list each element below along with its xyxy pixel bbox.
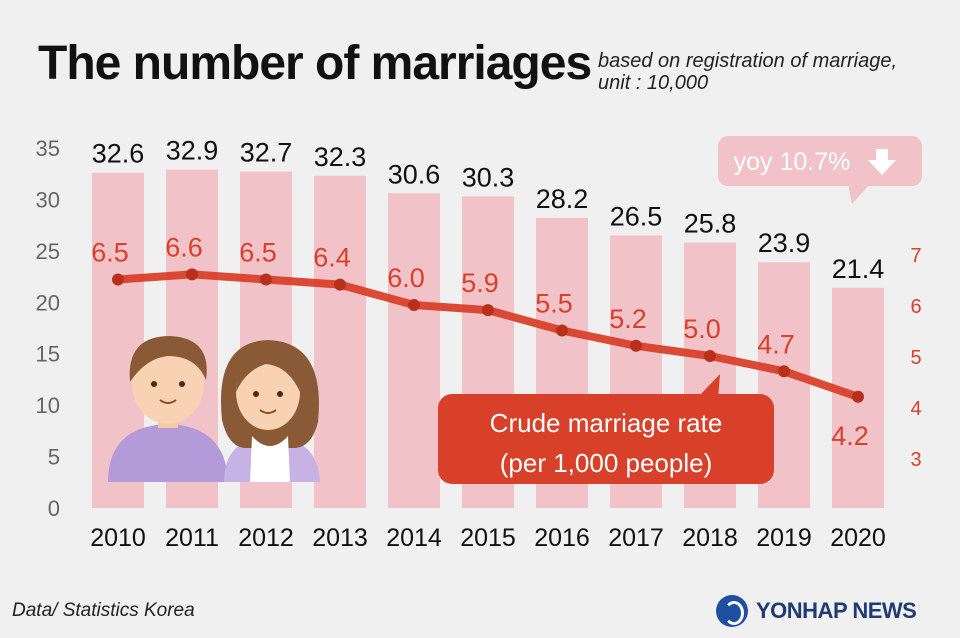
- x-tick-label-2010: 2010: [90, 524, 146, 552]
- rate-point-2015: [482, 304, 494, 317]
- woman-fringe: [236, 352, 300, 392]
- rate-value-label-2019: 4.7: [757, 329, 795, 359]
- rate-value-label-2017: 5.2: [609, 304, 647, 334]
- rate-point-2019: [778, 365, 790, 378]
- bar-value-label-2016: 28.2: [536, 184, 589, 214]
- yoy-callout-text: yoy 10.7%: [734, 148, 851, 176]
- bar-value-label-2017: 26.5: [610, 201, 663, 231]
- rate-point-2011: [186, 268, 198, 281]
- rate-value-label-2010: 6.5: [91, 238, 129, 268]
- rate-point-2018: [704, 350, 716, 362]
- rate-point-2016: [556, 324, 568, 337]
- y-tick-label: 35: [36, 136, 60, 161]
- brand-name: YONHAP NEWS: [756, 598, 917, 623]
- rate-point-2020: [852, 390, 864, 403]
- x-tick-label-2018: 2018: [682, 524, 738, 552]
- brand-logo-block: YONHAP NEWS: [716, 594, 917, 628]
- y-tick-label: 5: [48, 445, 60, 470]
- rate-box-line-1: Crude marriage rate: [490, 408, 723, 438]
- chart-subtitle: based on registration of marriage, unit …: [598, 50, 948, 94]
- bar-value-label-2012: 32.7: [240, 138, 293, 168]
- yoy-callout-pointer: [848, 184, 870, 204]
- subtitle-line-1: based on registration of marriage,: [598, 50, 898, 72]
- bar-value-label-2011: 32.9: [166, 136, 219, 166]
- bar-2013: [314, 175, 366, 508]
- man-face: [132, 344, 204, 424]
- bar-value-label-2019: 23.9: [758, 228, 811, 258]
- rate-value-label-2015: 5.9: [461, 268, 499, 298]
- x-tick-label-2020: 2020: [830, 524, 886, 552]
- y2-tick-label: 4: [910, 398, 921, 420]
- man-eye-right: [179, 381, 185, 387]
- rate-value-label-2013: 6.4: [313, 243, 351, 273]
- subtitle-line-2: unit : 10,000: [598, 72, 709, 94]
- rate-value-label-2018: 5.0: [683, 314, 721, 344]
- down-arrow-icon: [868, 149, 896, 175]
- yonhap-logo-icon: [716, 595, 748, 627]
- x-tick-label-2014: 2014: [386, 524, 442, 552]
- rate-value-label-2012: 6.5: [239, 238, 277, 268]
- rate-value-label-2020: 4.2: [831, 421, 869, 451]
- y-tick-label: 25: [36, 239, 60, 264]
- rate-value-label-2014: 6.0: [387, 263, 425, 293]
- bar-2014: [388, 193, 440, 508]
- rate-box-line-2: (per 1,000 people): [500, 448, 712, 478]
- rate-value-label-2011: 6.6: [165, 232, 203, 262]
- x-tick-label-2019: 2019: [756, 524, 812, 552]
- y-tick-label: 20: [36, 290, 60, 315]
- rate-value-label-2016: 5.5: [535, 289, 573, 319]
- x-tick-label-2016: 2016: [534, 524, 590, 552]
- bar-value-label-2010: 32.6: [92, 139, 145, 169]
- woman-eye-right: [277, 391, 283, 397]
- rate-point-2012: [260, 273, 272, 286]
- man-hair: [129, 336, 207, 382]
- rate-box-pointer: [700, 374, 720, 400]
- man-smile: [159, 399, 177, 404]
- y2-tick-label: 5: [910, 347, 921, 369]
- rate-description-box: [438, 394, 774, 484]
- bar-value-label-2020: 21.4: [832, 254, 885, 284]
- x-tick-label-2013: 2013: [312, 524, 368, 552]
- woman-face: [236, 354, 300, 430]
- rate-point-2017: [630, 339, 642, 352]
- woman-smile: [259, 409, 277, 414]
- y2-tick-label: 6: [910, 296, 921, 318]
- rate-point-2010: [112, 273, 124, 286]
- y-tick-label: 10: [36, 393, 60, 418]
- bar-value-label-2013: 32.3: [314, 142, 367, 172]
- y-tick-label: 30: [36, 187, 60, 212]
- bar-value-label-2014: 30.6: [388, 159, 441, 189]
- x-tick-label-2017: 2017: [608, 524, 664, 552]
- chart-title: The number of marriages: [38, 37, 592, 90]
- rate-point-2014: [408, 299, 420, 311]
- bar-value-label-2015: 30.3: [462, 162, 515, 192]
- y2-tick-label: 7: [910, 245, 921, 267]
- x-tick-label-2011: 2011: [165, 524, 219, 552]
- source-note: Data/ Statistics Korea: [12, 600, 195, 621]
- man-eye-left: [151, 381, 157, 387]
- y2-tick-label: 3: [910, 449, 921, 471]
- x-tick-label-2012: 2012: [238, 524, 294, 552]
- woman-collar: [250, 436, 290, 482]
- couple-illustration: [108, 336, 320, 482]
- y-tick-label: 15: [36, 342, 60, 367]
- yoy-callout-box: [718, 136, 922, 186]
- x-tick-label-2015: 2015: [460, 524, 516, 552]
- y-tick-label: 0: [48, 496, 60, 521]
- woman-eye-left: [253, 391, 259, 397]
- rate-point-2013: [334, 278, 346, 291]
- man-shirt: [108, 424, 228, 482]
- bar-value-label-2018: 25.8: [684, 209, 737, 239]
